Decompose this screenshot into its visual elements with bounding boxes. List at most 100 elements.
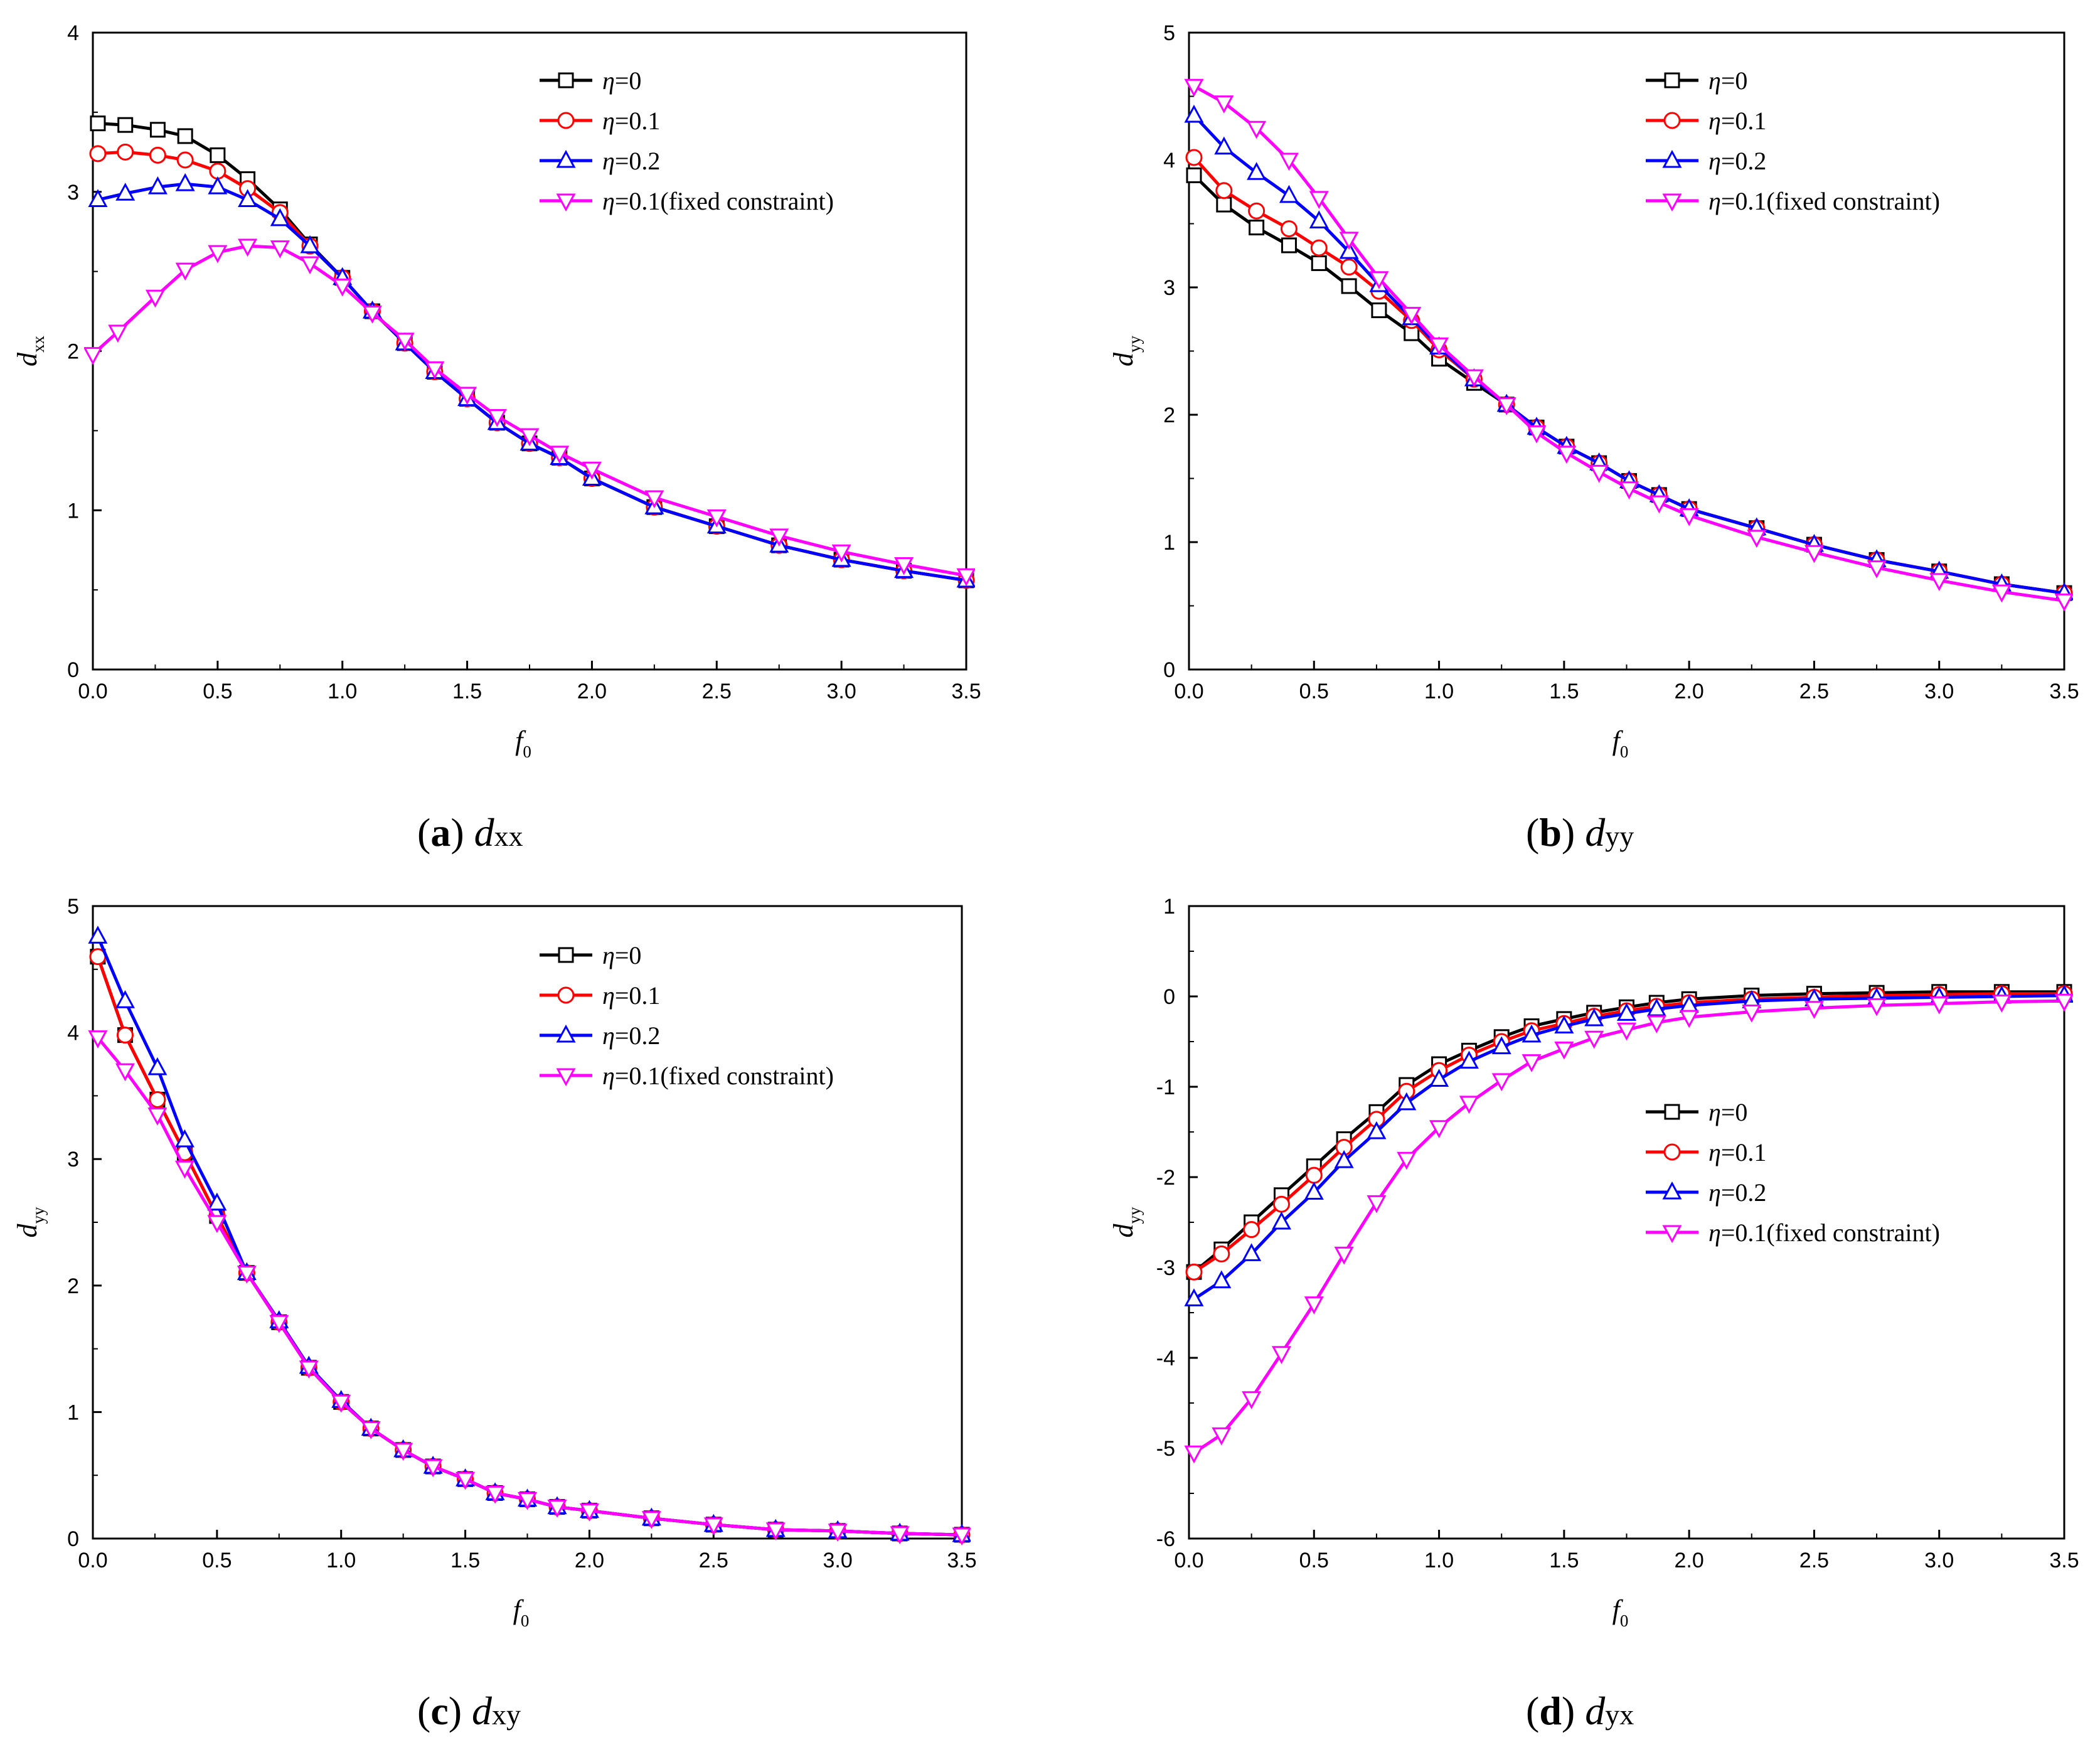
panel-d: 0.0 0.5 1.0 1.5 2.0 2.5 3.0 3.5 -6 -5 -4 -3 -2 -1 0 1 f0… <box>1050 875 2100 1750</box>
chart-b-data-point <box>1341 278 1357 294</box>
chart-d-ytick-label: 1 <box>1163 895 1175 919</box>
chart-a-data-point <box>117 143 134 161</box>
caption-d-sub: yx <box>1605 1699 1634 1731</box>
chart-b-data-point <box>2054 593 2073 612</box>
caption-a-sub: xx <box>494 820 523 852</box>
chart-b-legend-label: η=0 <box>1708 67 1747 95</box>
chart-a-data-point <box>550 446 570 464</box>
chart-c-data-point <box>890 1526 910 1545</box>
chart-a-ylabel-main: d <box>12 352 43 366</box>
chart-b-data-point <box>1309 210 1329 228</box>
chart-a-legend-label: η=0.1 <box>602 107 660 135</box>
chart-d-ytick-label: -4 <box>1156 1347 1175 1370</box>
chart-c-legend-marker <box>556 1024 576 1043</box>
chart-a-data-point <box>270 208 290 227</box>
chart-b: 0.0 0.5 1.0 1.5 2.0 2.5 3.0 3.5012345f0dyyη=0η=… <box>1108 21 2079 761</box>
chart-a-legend-label: η=0.1(fixed constraint) <box>602 187 834 215</box>
chart-d-legend: η=0 η=0.1 η=0.2 η=0.1(fixed constraint) <box>1646 1098 1940 1247</box>
chart-c-legend-label: η=0.1 <box>602 981 660 1010</box>
chart-c-data-point <box>393 1443 413 1461</box>
chart-a-data-point <box>145 289 165 308</box>
chart-b-ytick-label: 4 <box>1163 149 1175 173</box>
chart-d-data-point <box>1554 1042 1574 1060</box>
chart-d-ylabel-main: d <box>1108 1224 1139 1238</box>
chart-b-ytick-label: 1 <box>1163 531 1175 555</box>
chart-b-data-point <box>1340 259 1358 276</box>
chart-c-ylabel: dyy <box>12 1207 48 1238</box>
chart-b-data-point <box>1247 120 1267 139</box>
chart-d-legend-label: η=0.2 <box>1708 1178 1766 1207</box>
chart-a-data-point <box>520 428 540 447</box>
chart-c-series-line <box>96 956 962 1537</box>
chart-a-data-point <box>177 128 193 144</box>
chart-b-xlabel-sub: 0 <box>1620 742 1629 761</box>
chart-b-series-line <box>1193 85 2065 602</box>
chart-d-ytick-label: -6 <box>1156 1527 1175 1551</box>
chart-a-series-3 <box>84 238 975 587</box>
chart-a-data-point <box>117 117 134 133</box>
chart-d-data-point <box>1491 1036 1511 1055</box>
chart-c-data-point <box>485 1485 505 1504</box>
chart-d-data-point <box>1334 1246 1354 1265</box>
chart-a-data-point <box>300 256 320 275</box>
chart-a-data-point <box>208 176 228 195</box>
chart-c-series-line <box>96 1037 962 1537</box>
chart-c-data-point <box>299 1360 319 1379</box>
chart-b-data-point <box>1311 255 1327 271</box>
chart-d-data-point <box>1867 998 1887 1016</box>
chart-c-data-point <box>174 1160 195 1179</box>
chart-b-legend-marker <box>1663 112 1681 129</box>
chart-a-data-point <box>956 568 975 587</box>
chart-b-data-point <box>1369 271 1389 289</box>
chart-d-xtick-label: 1.0 <box>1424 1549 1454 1572</box>
chart-a-series-2 <box>88 173 975 588</box>
chart-d-data-point <box>1212 1270 1232 1289</box>
chart-c-data-point <box>116 1027 134 1044</box>
chart-d-data-point <box>1397 1092 1417 1111</box>
chart-c-data-point <box>115 990 135 1008</box>
chart-a-data-point <box>149 146 166 164</box>
chart-d-data-point <box>1367 1195 1387 1214</box>
chart-d-data-point <box>1522 1054 1542 1072</box>
chart-c-data-point <box>331 1394 351 1413</box>
chart-b-legend: η=0 η=0.1 η=0.2 η=0.1(fixed constraint) <box>1646 67 1940 215</box>
chart-b-xtick-label: 2.0 <box>1675 680 1704 703</box>
chart-c-ytick-label: 5 <box>67 895 79 919</box>
chart-d-series-line <box>1193 994 2065 1301</box>
chart-b-data-point <box>1991 584 2012 603</box>
chart-b-xtick-label: 0.5 <box>1299 680 1329 703</box>
chart-a-data-point <box>706 509 727 528</box>
chart-c-series-1 <box>89 948 971 1544</box>
chart-c-legend-marker <box>556 1068 576 1087</box>
chart-a-data-point <box>175 173 195 191</box>
chart-c-data-point <box>361 1421 381 1439</box>
chart-b-data-point <box>1589 464 1609 483</box>
chart-d-xtick-label: 1.5 <box>1549 1549 1579 1572</box>
chart-a-data-point <box>457 387 477 405</box>
chart-a-data-point <box>831 544 851 563</box>
chart-b-series-0 <box>1186 167 2072 601</box>
chart-a-data-point <box>644 490 664 509</box>
chart-b-data-point <box>1339 241 1359 259</box>
chart-c-data-point <box>456 1471 476 1490</box>
chart-d-data-point <box>1212 1427 1232 1446</box>
chart-b-xtick-label: 3.5 <box>2049 680 2079 703</box>
chart-d-legend-marker <box>1662 1181 1682 1200</box>
chart-b-data-point <box>1214 95 1234 114</box>
chart-a-data-point <box>208 245 228 264</box>
chart-b-data-point <box>1619 481 1639 499</box>
chart-a-data-point <box>769 528 789 547</box>
chart-c-data-point <box>579 1503 599 1522</box>
chart-a-xtick-label: 1.0 <box>328 680 357 703</box>
chart-d-data-point <box>1584 1030 1604 1049</box>
chart-d-xtick-label: 0.0 <box>1174 1549 1203 1572</box>
chart-a-data-point <box>90 115 106 132</box>
chart-d-xlabel: f0 <box>1612 1594 1629 1630</box>
chart-d-data-point <box>1929 996 1949 1015</box>
chart-a-data-point <box>176 151 194 169</box>
chart-c-ytick-label: 4 <box>67 1022 79 1045</box>
chart-a-xtick-label: 1.5 <box>452 680 482 703</box>
caption-b-sub: yy <box>1605 820 1634 852</box>
caption-a-letter: a <box>430 810 451 855</box>
chart-d-data-point <box>1185 1263 1203 1281</box>
